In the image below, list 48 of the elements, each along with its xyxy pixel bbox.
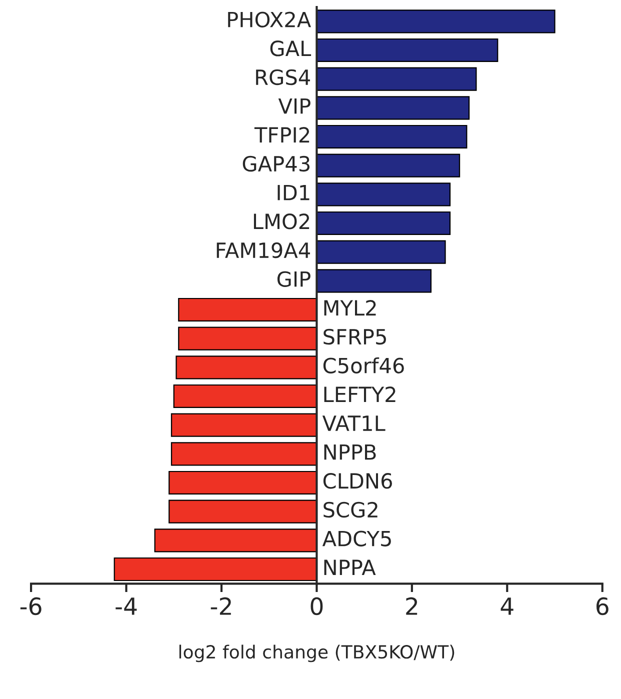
y-tick-label: ADCY5 (322, 530, 391, 546)
y-tick-label: SFRP5 (324, 328, 386, 345)
y-tick-label: VAT1L (322, 416, 386, 431)
x-axis-title: log2 fold change (TBX5KO/WT) (179, 644, 454, 662)
x-tick-label: -2 (210, 597, 231, 615)
x-tick-label: -6 (20, 597, 42, 616)
y-tick-label: SCG2 (324, 502, 378, 518)
y-tick-label: GIP (277, 271, 310, 287)
bar (316, 269, 432, 293)
y-tick-label: GAP43 (242, 156, 310, 172)
bar (173, 384, 318, 408)
bar (178, 298, 318, 322)
y-tick-label: LMO2 (254, 214, 310, 230)
y-tick-label: LEFTY2 (324, 386, 396, 402)
bar (178, 326, 318, 350)
bar (154, 528, 318, 552)
y-tick-label: MYL2 (324, 300, 376, 316)
x-tick-label: -4 (116, 598, 137, 615)
bar (168, 470, 318, 495)
bar (316, 96, 470, 120)
x-tick-label: 2 (406, 597, 418, 615)
bar (316, 240, 446, 264)
x-tick-label: 0 (310, 597, 323, 616)
bar (170, 442, 318, 466)
bar (316, 211, 451, 236)
y-tick-label: CLDN6 (323, 473, 392, 489)
bar (114, 557, 318, 582)
y-tick-label: TFPI2 (254, 127, 310, 142)
y-tick-label: RGS4 (256, 69, 310, 86)
x-tick-label: 6 (596, 597, 608, 616)
x-tick-label: 4 (500, 598, 514, 615)
bar (316, 67, 477, 91)
bar (316, 182, 451, 206)
y-tick-label: FAM19A4 (216, 242, 310, 258)
bar (176, 356, 318, 380)
bar (316, 124, 468, 149)
bar (168, 500, 318, 524)
y-tick-label: GAL (270, 40, 312, 56)
y-tick-label: NPPB (324, 444, 376, 460)
bar (316, 154, 460, 178)
y-tick-label: C5orf46 (323, 357, 404, 374)
bar (170, 413, 318, 437)
bar (316, 10, 556, 34)
y-tick-label: VIP (278, 98, 310, 114)
bar (316, 38, 498, 62)
y-tick-label: PHOX2A (228, 12, 311, 28)
y-tick-label: ID1 (278, 184, 310, 200)
y-tick-label: NPPA (324, 560, 376, 575)
